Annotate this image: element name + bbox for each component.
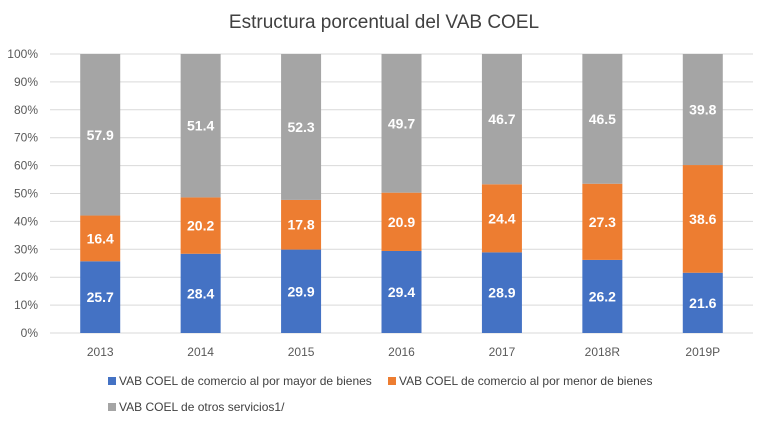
bar-segment (481, 184, 522, 253)
bar-segment (582, 54, 623, 184)
legend-label: VAB COEL de comercio al por mayor de bie… (119, 374, 372, 388)
bar-segment (281, 199, 322, 250)
bar-segment (180, 253, 221, 333)
bar-segment (582, 259, 623, 333)
legend-swatch (388, 377, 396, 385)
bar-segment (381, 192, 422, 251)
legend-label: VAB COEL de comercio al por menor de bie… (399, 374, 652, 388)
data-label: 21.6 (689, 295, 716, 311)
data-label: 26.2 (589, 288, 616, 304)
bar-segment (481, 252, 522, 333)
legend-swatch (108, 403, 116, 411)
data-label: 17.8 (287, 217, 314, 233)
bar-segment (582, 183, 623, 260)
bar-segment (381, 54, 422, 193)
y-tick-label: 40% (14, 214, 38, 228)
y-tick-label: 70% (14, 131, 38, 145)
data-label: 16.4 (87, 230, 114, 246)
data-label: 24.4 (488, 210, 515, 226)
bar-segment (682, 54, 723, 166)
bar-segment (80, 215, 121, 262)
data-label: 49.7 (388, 115, 415, 131)
x-tick-label: 2017 (489, 345, 516, 359)
x-tick-label: 2018R (585, 345, 621, 359)
y-tick-label: 80% (14, 103, 38, 117)
y-tick-label: 60% (14, 159, 38, 173)
bar-segment (481, 54, 522, 185)
bar-segment (682, 272, 723, 333)
data-label: 51.4 (187, 118, 214, 134)
data-label: 28.4 (187, 285, 214, 301)
legend-item: VAB COEL de comercio al por mayor de bie… (108, 374, 372, 388)
bar-segment (180, 197, 221, 254)
x-tick-label: 2015 (288, 345, 315, 359)
y-tick-label: 50% (14, 187, 38, 201)
data-label: 29.9 (287, 283, 314, 299)
y-tick-label: 0% (21, 326, 39, 340)
y-tick-label: 10% (14, 298, 38, 312)
data-label: 46.5 (589, 111, 616, 127)
bar-segment (281, 54, 322, 200)
data-label: 57.9 (87, 127, 114, 143)
data-label: 25.7 (87, 289, 114, 305)
data-label: 20.9 (388, 214, 415, 230)
y-tick-label: 20% (14, 270, 38, 284)
bar-segment (682, 165, 723, 273)
legend-item: VAB COEL de comercio al por menor de bie… (388, 374, 652, 388)
bar-segment (80, 54, 121, 216)
data-label: 28.9 (488, 285, 515, 301)
y-tick-label: 90% (14, 75, 38, 89)
data-label: 52.3 (287, 119, 314, 135)
data-label: 20.2 (187, 218, 214, 234)
bar-segment (281, 249, 322, 333)
x-tick-label: 2016 (388, 345, 415, 359)
legend-swatch (108, 377, 116, 385)
data-label: 39.8 (689, 102, 716, 118)
bar-segment (180, 54, 221, 198)
data-label: 27.3 (589, 214, 616, 230)
chart-title: Estructura porcentual del VAB COEL (229, 12, 539, 33)
y-tick-label: 30% (14, 242, 38, 256)
data-label: 46.7 (488, 111, 515, 127)
x-tick-label: 2014 (187, 345, 214, 359)
legend-label: VAB COEL de otros servicios1/ (119, 400, 285, 414)
y-tick-label: 100% (7, 47, 38, 61)
x-tick-label: 2013 (87, 345, 114, 359)
legend-item: VAB COEL de otros servicios1/ (108, 400, 285, 414)
data-label: 38.6 (689, 211, 716, 227)
x-tick-label: 2019P (685, 345, 720, 359)
bar-segment (80, 261, 121, 333)
bar-segment (381, 250, 422, 333)
data-label: 29.4 (388, 284, 415, 300)
